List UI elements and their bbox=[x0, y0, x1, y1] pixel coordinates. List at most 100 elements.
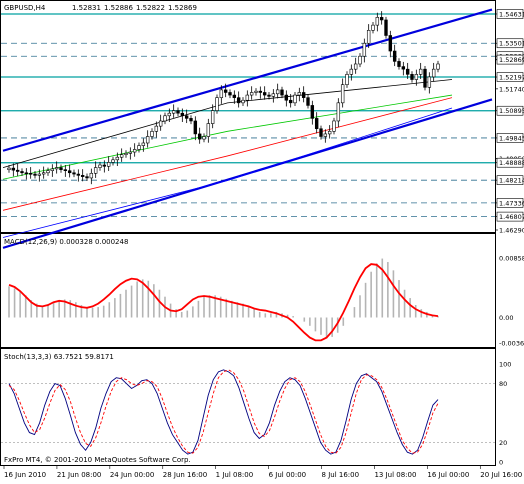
candle-80 bbox=[353, 57, 358, 74]
candle-98 bbox=[431, 62, 436, 82]
candle-body-70 bbox=[310, 105, 315, 119]
candle-body-78 bbox=[345, 74, 349, 86]
candle-49 bbox=[219, 85, 224, 104]
candle-body-53 bbox=[236, 97, 241, 104]
candle-body-29 bbox=[132, 149, 137, 153]
price-tick-label-0: 1.54631 bbox=[499, 10, 524, 18]
candle-91 bbox=[401, 61, 406, 76]
candle-86 bbox=[379, 11, 384, 25]
candle-77 bbox=[340, 78, 345, 108]
moving-average-0 bbox=[2, 79, 453, 168]
candle-94 bbox=[414, 69, 419, 86]
price-tick-label-13: 1.46290 bbox=[499, 227, 524, 235]
candle-96 bbox=[423, 66, 427, 91]
candle-15 bbox=[72, 169, 76, 178]
candle-56 bbox=[249, 86, 254, 100]
candle-body-83 bbox=[366, 30, 371, 44]
price-tick-11: 1.47336 bbox=[495, 198, 524, 208]
candle-64 bbox=[284, 90, 289, 107]
candle-body-86 bbox=[379, 17, 384, 21]
candle-body-42 bbox=[189, 118, 193, 122]
candle-body-28 bbox=[128, 151, 133, 154]
candle-84 bbox=[371, 22, 375, 34]
candle-body-38 bbox=[171, 110, 176, 114]
price-tick-label-11: 1.47336 bbox=[499, 199, 524, 207]
candle-17 bbox=[80, 169, 85, 182]
stoch-tick-label-0: 100 bbox=[499, 361, 511, 369]
candle-body-63 bbox=[280, 89, 284, 96]
candle-body-82 bbox=[362, 42, 367, 57]
price-tick-label-12: 1.46807 bbox=[499, 213, 524, 221]
price-tick-box-7 bbox=[496, 133, 524, 143]
candle-85 bbox=[375, 12, 380, 32]
candle-88 bbox=[388, 30, 393, 58]
candle-body-9 bbox=[46, 170, 50, 174]
candle-body-41 bbox=[184, 115, 189, 119]
candle-body-24 bbox=[111, 159, 115, 163]
candle-61 bbox=[271, 89, 276, 103]
candle-body-10 bbox=[50, 168, 55, 171]
time-label-5: 6 Jul 00:00 bbox=[269, 471, 307, 479]
candle-74 bbox=[327, 125, 332, 139]
candle-body-95 bbox=[418, 68, 423, 75]
stoch-tick-label-3: 0 bbox=[499, 459, 503, 467]
time-label-7: 13 Jul 08:00 bbox=[374, 471, 416, 479]
time-label-1: 21 Jun 08:00 bbox=[57, 471, 101, 479]
price-tick-box-11 bbox=[496, 198, 524, 208]
candle-25 bbox=[115, 152, 120, 167]
candle-body-59 bbox=[262, 92, 267, 96]
candle-body-57 bbox=[254, 90, 258, 93]
price-tick-12: 1.46807 bbox=[495, 211, 524, 222]
candle-73 bbox=[323, 129, 328, 143]
candle-87 bbox=[384, 16, 388, 39]
candle-63 bbox=[280, 86, 284, 99]
candle-70 bbox=[310, 100, 315, 125]
candle-body-68 bbox=[301, 92, 306, 98]
candle-78 bbox=[345, 71, 349, 88]
footer-copyright: FxPro MT4, © 2001-2010 MetaQuotes Softwa… bbox=[4, 456, 191, 464]
stoch-tick-label-2: 20 bbox=[499, 439, 507, 447]
macd-tick-label-1: 0.00 bbox=[499, 314, 513, 322]
candle-body-11 bbox=[54, 167, 59, 170]
candle-9 bbox=[46, 167, 50, 176]
candle-99 bbox=[436, 60, 440, 73]
time-label-4: 1 Jul 08:00 bbox=[216, 471, 254, 479]
candle-41 bbox=[184, 109, 189, 124]
candle-body-14 bbox=[67, 170, 72, 174]
candle-51 bbox=[228, 89, 232, 99]
candle-body-88 bbox=[388, 35, 393, 52]
candle-body-72 bbox=[319, 128, 323, 137]
candle-4 bbox=[24, 168, 29, 180]
candle-body-61 bbox=[271, 93, 276, 97]
candle-40 bbox=[180, 108, 185, 122]
candle-26 bbox=[119, 148, 124, 162]
price-tick-9: 1.48888 bbox=[495, 157, 524, 168]
price-tick-box-6 bbox=[496, 105, 524, 116]
moving-average-2 bbox=[2, 97, 453, 211]
candle-71 bbox=[314, 112, 319, 134]
candle-body-64 bbox=[284, 94, 289, 101]
price-tick-label-5: 1.51740 bbox=[499, 85, 524, 93]
price-tick-label-9: 1.48888 bbox=[499, 159, 524, 167]
candle-75 bbox=[332, 117, 336, 135]
price-tick-box-10 bbox=[496, 175, 524, 185]
candle-47 bbox=[210, 104, 215, 129]
candle-body-6 bbox=[33, 173, 37, 176]
candle-body-34 bbox=[154, 125, 159, 132]
candle-11 bbox=[54, 161, 59, 174]
candle-6 bbox=[33, 170, 37, 179]
candle-14 bbox=[67, 164, 72, 178]
candle-body-36 bbox=[163, 115, 167, 122]
candle-body-2 bbox=[15, 169, 20, 172]
price-tick-1: 1.53501 bbox=[495, 38, 524, 49]
candle-body-80 bbox=[353, 63, 358, 70]
price-tick-box-12 bbox=[496, 211, 524, 222]
channel-upper bbox=[2, 8, 493, 152]
price-tick-box-0 bbox=[496, 9, 524, 19]
candle-60 bbox=[267, 91, 271, 100]
candle-body-56 bbox=[249, 92, 254, 96]
candle-50 bbox=[223, 83, 228, 98]
candle-67 bbox=[297, 87, 302, 102]
price-panel bbox=[0, 0, 496, 233]
candle-body-0 bbox=[7, 167, 11, 170]
